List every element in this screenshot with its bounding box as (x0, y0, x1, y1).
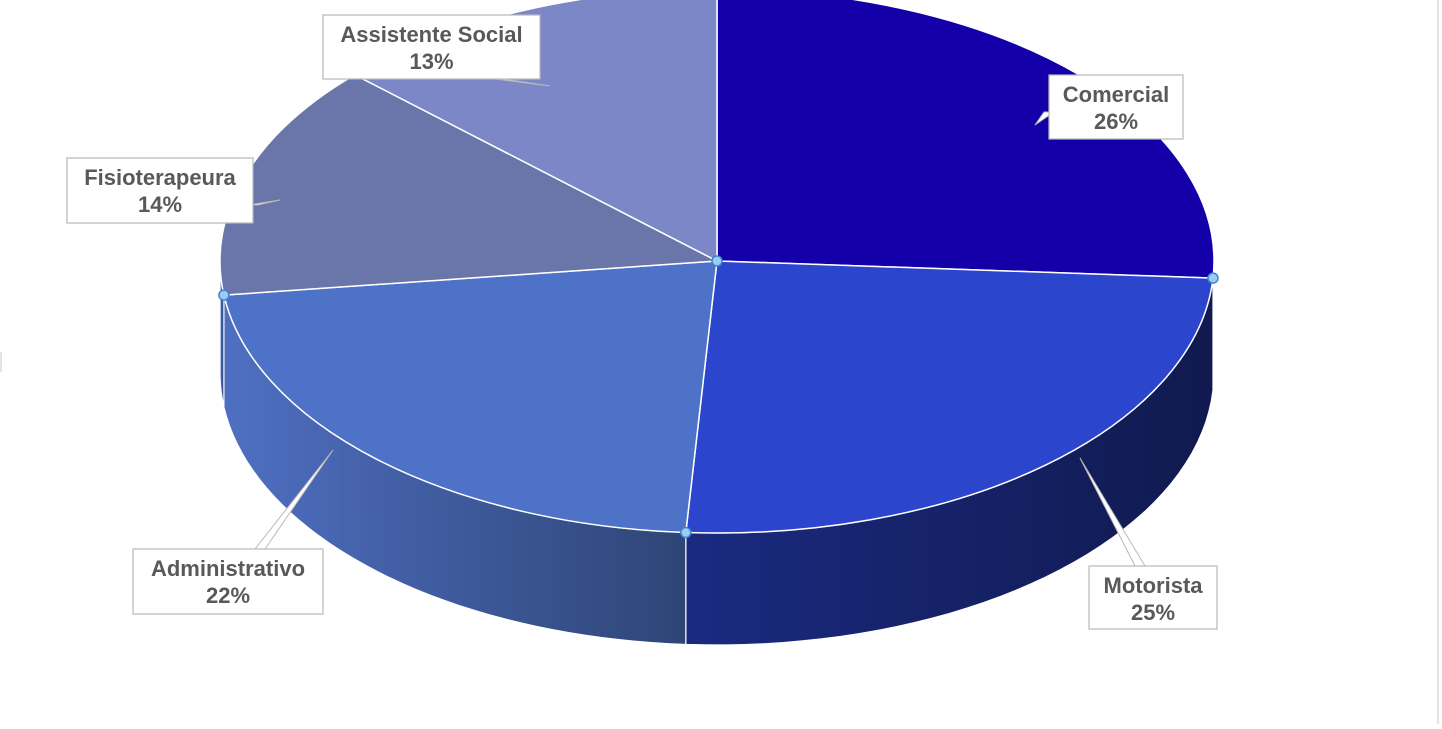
selection-handle[interactable] (1207, 272, 1219, 284)
callout-value: 22% (206, 583, 250, 608)
callout-box (132, 548, 324, 615)
pie-slice-motorista[interactable] (684, 260, 1214, 534)
callout-value: 25% (1131, 600, 1175, 625)
callout-value: 26% (1094, 109, 1138, 134)
callout-label: Fisioterapeura (84, 165, 236, 190)
callout-label: Administrativo (151, 556, 305, 581)
selection-handle[interactable] (711, 255, 723, 267)
callout-box (66, 157, 254, 224)
callout-box (1048, 74, 1184, 140)
callout-box (322, 14, 541, 80)
pie-tops (219, 0, 1215, 534)
pie-slice-administrativo[interactable] (222, 260, 718, 534)
selection-handle[interactable] (680, 526, 692, 539)
callout-label: Comercial (1063, 82, 1169, 107)
callout-label: Motorista (1104, 573, 1204, 598)
callout-label: Assistente Social (340, 22, 522, 47)
selection-handle[interactable] (218, 289, 230, 301)
callout-box (1088, 565, 1218, 630)
callout-value: 13% (409, 49, 453, 74)
callout-value: 14% (138, 192, 182, 217)
